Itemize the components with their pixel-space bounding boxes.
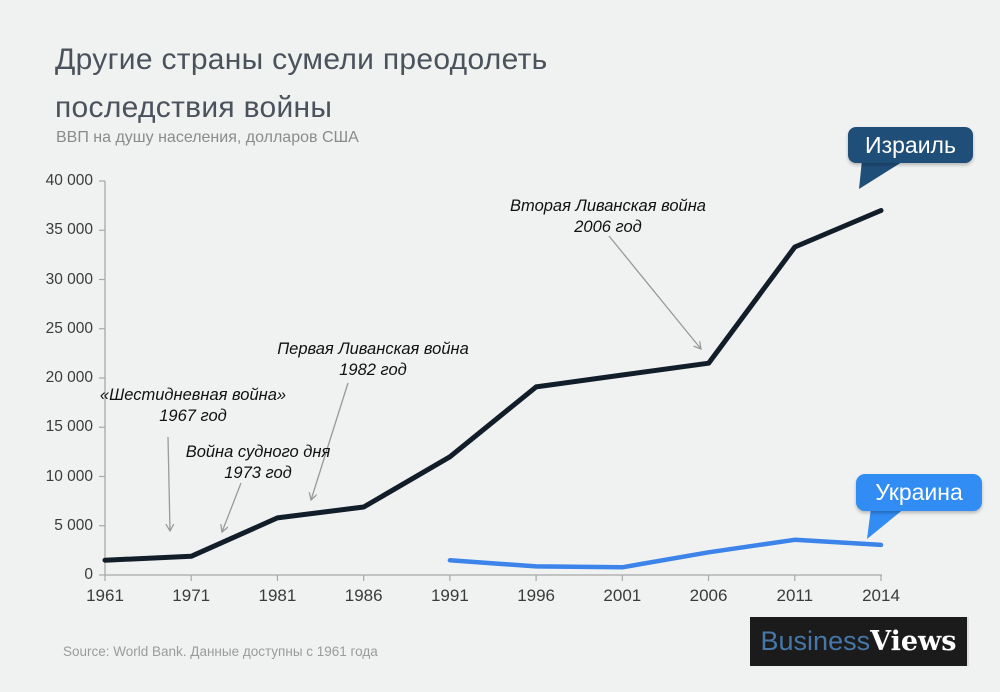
y-axis-label: 20 000 (45, 369, 93, 386)
annotation-arrow (168, 436, 170, 531)
ukraine-badge-tail (867, 508, 905, 539)
x-axis-label: 1986 (344, 586, 383, 605)
annotation-title: Первая Ливанская война (277, 340, 469, 358)
page-title-line2: последствия войны (55, 91, 333, 124)
israel-series-line (102, 208, 884, 563)
logo-text-views: Views (870, 626, 957, 657)
x-axis-label: 2011 (776, 586, 814, 605)
war-annotation-2006: Вторая Ливанская война 2006 год (476, 196, 740, 237)
x-axis-label: 1971 (172, 586, 211, 605)
x-axis-label: 1996 (517, 586, 556, 605)
logo-text-business: Business (760, 626, 871, 656)
businessviews-logo: Business Views (750, 617, 969, 666)
y-axis-label: 35 000 (45, 221, 93, 239)
y-axis-label: 10 000 (45, 467, 93, 485)
x-axis-label: 1961 (86, 586, 124, 605)
ukraine-series-line (447, 537, 884, 570)
y-axis-label: 40 000 (45, 172, 93, 189)
annotation-year: 1982 год (339, 360, 407, 379)
annotation-year: 2006 год (574, 217, 642, 236)
x-axis-label: 2006 (689, 586, 728, 605)
ukraine-series-badge: Украина (856, 474, 982, 511)
war-annotation-1973: Война судного дня 1973 год (126, 442, 390, 483)
annotation-arrow (311, 382, 349, 500)
x-axis-label: 1981 (258, 586, 297, 605)
y-axis-label: 0 (84, 566, 93, 583)
chart-subtitle: ВВП на душу населения, долларов США (56, 129, 359, 146)
page-title-line1: Другие страны сумели преодолеть (55, 43, 548, 76)
y-axis-label: 5 000 (54, 516, 93, 534)
y-axis-label: 25 000 (45, 319, 93, 337)
x-axis-label: 2001 (603, 586, 642, 605)
x-axis-label: 1991 (430, 586, 469, 605)
annotation-year: 1973 год (224, 463, 292, 482)
war-annotation-1967: «Шестидневная война» 1967 год (61, 385, 325, 426)
annotation-title: Вторая Ливанская война (510, 197, 706, 215)
annotation-title: Война судного дня (185, 443, 331, 461)
war-annotation-1982: Первая Ливанская война 1982 год (241, 339, 505, 380)
x-axis-label: 2014 (862, 586, 900, 605)
annotation-title: «Шестидневная война» (99, 386, 287, 404)
y-axis-label: 30 000 (45, 270, 93, 288)
israel-series-badge: Израиль (848, 127, 973, 163)
page-title: Другие страны сумели преодолеть последств… (55, 36, 548, 132)
y-axis-label: 15 000 (45, 418, 93, 436)
annotation-arrow (608, 235, 701, 349)
source-note: Source: World Bank. Данные доступны с 19… (63, 644, 378, 659)
annotation-arrow (222, 482, 242, 532)
israel-badge-tail (859, 160, 902, 189)
annotation-year: 1967 год (159, 406, 227, 425)
